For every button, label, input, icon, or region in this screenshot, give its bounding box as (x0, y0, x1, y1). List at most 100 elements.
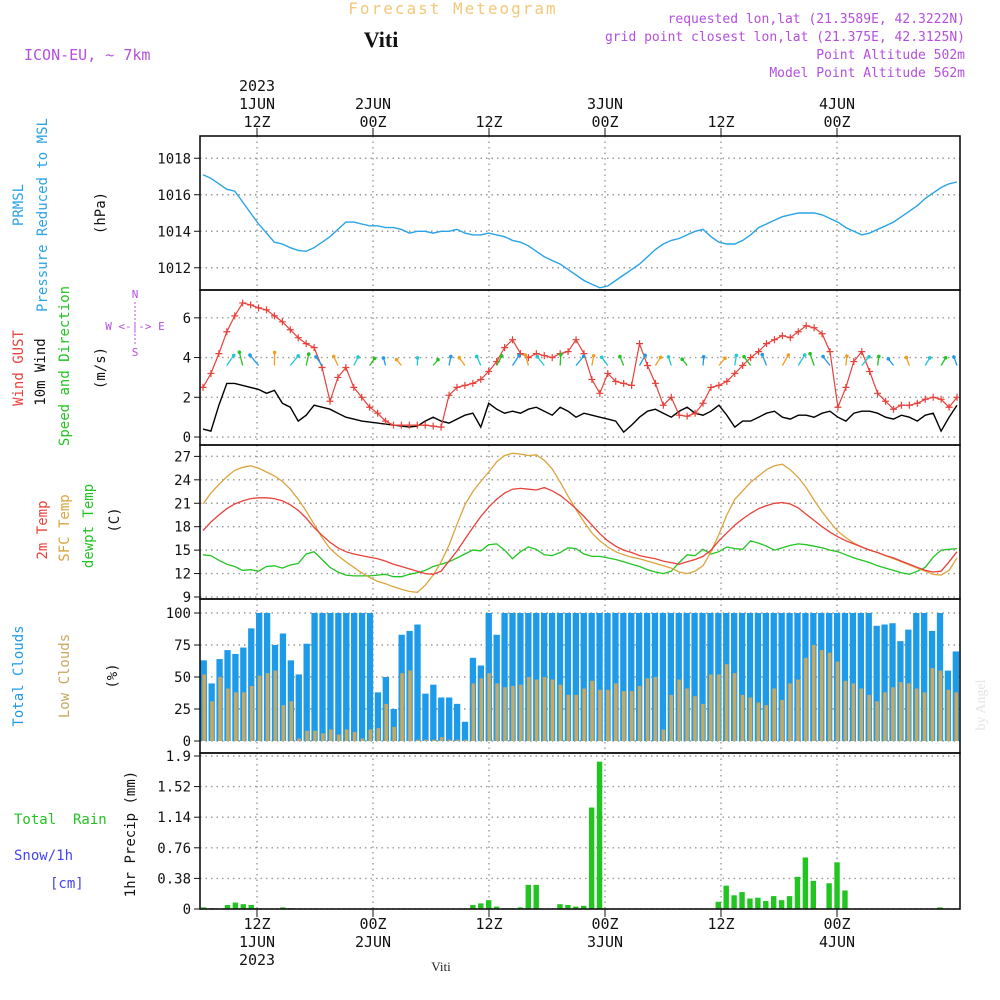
gust-marker (715, 381, 723, 389)
panel-frame (199, 135, 961, 291)
wind-arrow-head (314, 355, 318, 359)
wind-arrow-head (845, 354, 849, 358)
pressure-labels: PRMSL Pressure Reduced to MSL (hPa) (11, 118, 109, 312)
gust-marker (667, 393, 675, 401)
wind-arrow-head (723, 356, 727, 360)
low-cloud-bar (629, 691, 634, 741)
gust-marker (802, 322, 810, 330)
low-cloud-bar (614, 683, 618, 741)
top-time-label: 4JUN (819, 95, 855, 113)
low-cloud-bar (875, 701, 879, 741)
rain-bar (470, 904, 476, 909)
total-cloud-bar (588, 613, 595, 741)
wind-arrow-head (734, 353, 739, 358)
total-cloud-bar (351, 613, 358, 741)
total-cloud-bar (517, 613, 524, 741)
gust-marker (255, 304, 263, 312)
mm-unit-label: 1hr Precip (mm) (123, 771, 139, 897)
total-cloud-bar (556, 613, 564, 741)
gust-marker (905, 401, 913, 409)
total-cloud-bar (857, 613, 864, 741)
wind-arrow-head (296, 354, 300, 358)
wind-direction-arrow (797, 354, 806, 366)
low-cloud-bar (867, 694, 871, 741)
total-cloud-bar (691, 613, 698, 741)
wind-direction-arrow (226, 355, 235, 366)
gust-marker (929, 393, 937, 401)
rain-bar (486, 900, 492, 909)
low-cloud-bar (400, 673, 404, 741)
low-cloud-bar (455, 739, 460, 741)
wind10-label: 10m Wind (33, 338, 49, 405)
wind-arrow-head (802, 353, 807, 357)
panel-frame (199, 752, 961, 910)
ms-unit-label: (m/s) (93, 347, 109, 389)
dewpoint-line (202, 540, 958, 578)
top-time-label: 1JUN (239, 95, 275, 113)
rain-bar (533, 884, 539, 909)
total-cloud-bar (422, 693, 429, 741)
low-cloud-bar (424, 739, 428, 741)
bottom-time-label: 00Z (359, 915, 386, 933)
wind-direction-arrow (809, 353, 815, 366)
panel-frame (199, 444, 961, 600)
y-tick-label: 75 (174, 638, 191, 654)
top-time-label: 00Z (359, 113, 386, 131)
wind-arrow-head (381, 356, 386, 360)
wind-arrow-head (523, 353, 528, 357)
low-cloud-bar (906, 683, 911, 741)
total-cloud-bar (335, 613, 342, 741)
gust-marker (207, 369, 215, 377)
rain-bar (557, 904, 563, 909)
low-cloud-bar (748, 697, 753, 741)
pct-unit-label: (%) (105, 663, 121, 688)
gust-marker (770, 336, 778, 344)
low-cloud-bar (819, 650, 824, 741)
low-cloud-bar (764, 705, 769, 741)
low-cloud-bar (265, 673, 270, 741)
wind-arrow-head (786, 353, 791, 357)
total-cloud-bar (548, 613, 556, 741)
low-cloud-bar (859, 688, 864, 741)
top-time-label: 00Z (591, 113, 618, 131)
bottom-time-label: 12Z (707, 915, 734, 933)
gust-marker (469, 379, 477, 387)
top-time-label: 12Z (707, 113, 734, 131)
low-cloud-bar (447, 739, 452, 741)
y-tick-label: 0.38 (157, 871, 191, 887)
y-tick-label: 2 (183, 390, 191, 406)
total-cloud-bar (667, 613, 674, 741)
total-cloud-bar (358, 613, 366, 741)
gust-marker (643, 362, 651, 370)
total-cloud-bar (604, 613, 611, 741)
low-cloud-bar (202, 674, 206, 741)
compass-s: S (132, 346, 139, 359)
gust-marker (882, 397, 890, 405)
low-cloud-bar (835, 661, 840, 741)
gust-marker (548, 354, 556, 362)
low-cloud-bar (606, 689, 610, 741)
total-cloud-bar (461, 721, 469, 741)
low-cloud-bar (899, 682, 903, 741)
low-cloud-bar (685, 688, 689, 741)
wind-direction-arrow (536, 356, 545, 366)
low-cloud-bar (661, 729, 666, 741)
gust-marker (374, 409, 382, 417)
gust-marker (604, 369, 612, 377)
watermark: by Angel (974, 679, 989, 730)
wind-arrow-head (591, 353, 596, 358)
total-cloud-bar (628, 613, 635, 741)
total-cloud-bar (746, 613, 754, 741)
y-tick-label: 0 (183, 734, 191, 750)
gust-marker (453, 383, 461, 391)
low-cloud-bar (590, 680, 594, 741)
total-cloud-bar (279, 633, 287, 741)
wind-arrow-head (499, 354, 504, 358)
wind-arrow-head (808, 351, 812, 356)
gust-marker (778, 332, 786, 340)
top-time-label: 12Z (475, 113, 502, 131)
gust-marker (636, 340, 644, 348)
wind-arrow-head (415, 356, 420, 360)
y-tick-label: 0 (183, 902, 191, 918)
total-cloud-bar (841, 613, 849, 741)
